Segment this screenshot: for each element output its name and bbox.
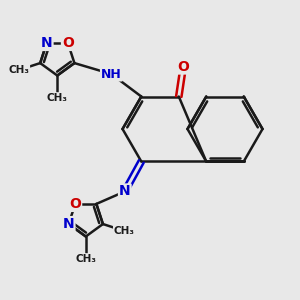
Text: N: N: [41, 36, 52, 50]
Text: N: N: [119, 184, 130, 199]
Text: NH: NH: [101, 68, 122, 80]
Text: CH₃: CH₃: [47, 93, 68, 103]
Text: CH₃: CH₃: [75, 254, 96, 264]
Text: O: O: [177, 59, 189, 74]
Text: CH₃: CH₃: [114, 226, 135, 236]
Text: O: O: [69, 197, 81, 211]
Text: CH₃: CH₃: [8, 65, 29, 75]
Text: N: N: [63, 217, 74, 231]
Text: O: O: [62, 36, 74, 50]
